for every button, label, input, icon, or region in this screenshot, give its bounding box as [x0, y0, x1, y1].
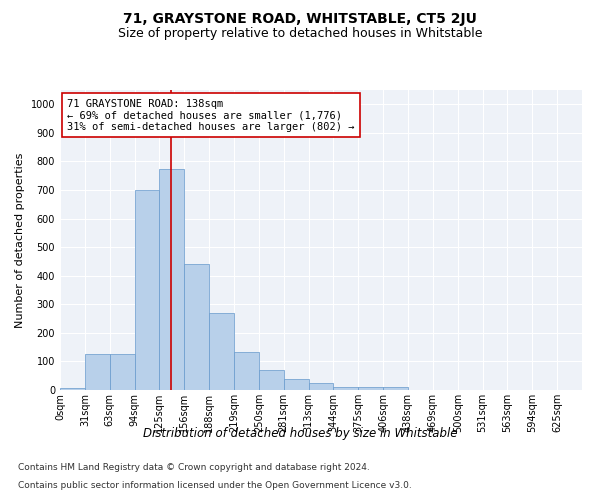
- Y-axis label: Number of detached properties: Number of detached properties: [15, 152, 25, 328]
- Bar: [209, 313, 234, 390]
- Bar: [85, 354, 110, 390]
- Bar: [234, 352, 259, 390]
- Bar: [334, 386, 358, 390]
- Text: 71 GRAYSTONE ROAD: 138sqm
← 69% of detached houses are smaller (1,776)
31% of se: 71 GRAYSTONE ROAD: 138sqm ← 69% of detac…: [67, 98, 355, 132]
- Bar: [383, 386, 408, 390]
- Bar: [160, 168, 184, 390]
- Text: Distribution of detached houses by size in Whitstable: Distribution of detached houses by size …: [143, 428, 457, 440]
- Bar: [134, 190, 160, 390]
- Bar: [308, 383, 334, 390]
- Text: 71, GRAYSTONE ROAD, WHITSTABLE, CT5 2JU: 71, GRAYSTONE ROAD, WHITSTABLE, CT5 2JU: [123, 12, 477, 26]
- Bar: [358, 386, 383, 390]
- Bar: [284, 378, 308, 390]
- Text: Contains public sector information licensed under the Open Government Licence v3: Contains public sector information licen…: [18, 481, 412, 490]
- Bar: [110, 354, 134, 390]
- Bar: [184, 264, 209, 390]
- Bar: [60, 388, 85, 390]
- Bar: [259, 370, 284, 390]
- Text: Contains HM Land Registry data © Crown copyright and database right 2024.: Contains HM Land Registry data © Crown c…: [18, 464, 370, 472]
- Text: Size of property relative to detached houses in Whitstable: Size of property relative to detached ho…: [118, 28, 482, 40]
